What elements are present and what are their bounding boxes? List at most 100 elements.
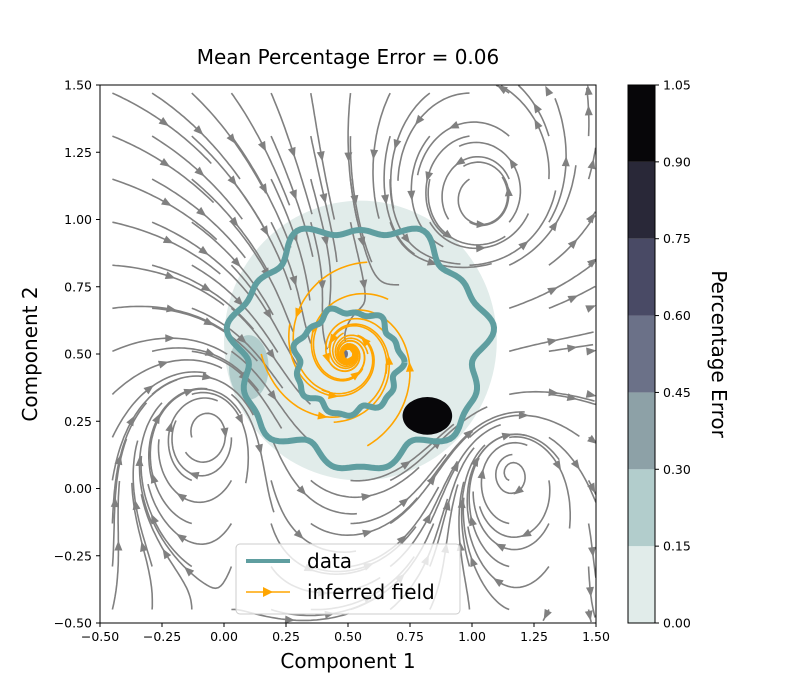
- background-streamline-arrow: [263, 308, 272, 320]
- background-streamline-arrow: [398, 497, 409, 508]
- background-streamline-arrow: [475, 244, 487, 253]
- background-streamline-arrow: [448, 120, 460, 129]
- background-streamline-arrow: [552, 459, 562, 471]
- background-streamline-arrow: [296, 485, 307, 496]
- background-streamline-arrow: [584, 105, 593, 116]
- colorbar-bins: [628, 85, 655, 623]
- legend-box: [235, 543, 461, 615]
- background-streamline-arrow: [184, 566, 195, 577]
- inferred-streamline-arrow: [405, 361, 414, 372]
- background-streamline-arrow: [140, 541, 148, 553]
- background-streamline-arrow: [361, 493, 372, 501]
- background-streamline-arrow: [415, 114, 425, 126]
- background-streamline-arrow: [584, 85, 593, 96]
- colorbar-label: Percentage Error: [707, 270, 731, 438]
- background-streamline-arrow: [584, 610, 593, 621]
- background-streamline-arrow: [533, 102, 542, 114]
- background-streamline-arrow: [344, 152, 353, 163]
- background-streamline-arrow: [442, 500, 451, 511]
- background-streamline-arrow: [587, 158, 596, 170]
- x-tick-label: 0.50: [334, 629, 362, 644]
- background-streamline-arrow: [317, 280, 326, 291]
- background-streamline-arrow: [194, 166, 205, 177]
- colorbar-tick-label: 0.00: [663, 616, 691, 631]
- background-streamline-arrow: [126, 415, 135, 427]
- background-streamline-arrow: [159, 158, 171, 167]
- background-streamline-arrow: [454, 156, 466, 166]
- background-streamline-arrow: [289, 275, 298, 287]
- x-tick-label: 1.00: [458, 629, 486, 644]
- background-streamline-arrow: [570, 459, 580, 470]
- inner-spiral: [290, 305, 408, 419]
- background-streamline-arrow: [165, 421, 174, 433]
- background-streamline-arrow: [509, 158, 519, 169]
- colorbar-frame: [627, 84, 656, 624]
- background-streamline-arrow: [585, 305, 596, 313]
- background-streamline-arrow: [543, 608, 552, 620]
- background-streamline-arrow: [193, 125, 204, 135]
- colorbar-bin: [628, 392, 655, 470]
- y-tick-label: 1.50: [64, 78, 92, 93]
- background-streamline-arrow: [188, 471, 200, 480]
- x-tick-label: −0.50: [81, 629, 119, 644]
- background-streamline-arrow: [233, 296, 244, 307]
- high-error-blob: [402, 397, 453, 435]
- background-streamline-arrow: [150, 472, 159, 484]
- background-streamline-arrow: [587, 434, 596, 444]
- x-tick-label: 0.00: [210, 629, 238, 644]
- x-tick-label: −0.25: [143, 629, 181, 644]
- background-streamline-arrow: [567, 238, 578, 249]
- background-streamline-arrow: [518, 411, 529, 420]
- colorbar-ticks: 0.00 0.15 0.30 0.45 0.60 0.75 0.90 1.05: [655, 78, 691, 631]
- colorbar-bin: [628, 238, 655, 316]
- inferred-streamline-arrow: [322, 352, 330, 364]
- background-streamline-arrow: [158, 117, 170, 127]
- background-streamline-arrow: [260, 225, 269, 236]
- background-streamline-arrow: [316, 150, 325, 162]
- x-tick-label: 0.75: [396, 629, 424, 644]
- background-streamline-arrow: [284, 615, 296, 623]
- background-streamline-arrow: [231, 257, 241, 268]
- background-streamline-arrow: [204, 348, 216, 356]
- colorbar-tick-label: 0.75: [663, 231, 691, 246]
- background-streamline-arrow: [407, 190, 416, 201]
- background-streamline-arrow: [469, 515, 477, 527]
- background-streamline-arrow: [183, 388, 195, 397]
- background-streamline-arrow: [143, 385, 154, 395]
- background-streamline-arrow: [164, 271, 176, 279]
- y-tick-label: 1.00: [64, 212, 92, 227]
- background-streamline-arrow: [547, 338, 558, 346]
- colorbar: 0.00 0.15 0.30 0.45 0.60 0.75 0.90 1.05 Percent…: [627, 78, 731, 631]
- inferred-streamline-arrow: [360, 336, 371, 347]
- background-streamline-arrow: [226, 133, 236, 144]
- legend-data-label: data: [307, 549, 352, 573]
- background-streamline-arrow: [370, 149, 379, 160]
- background-streamline-arrow: [359, 279, 368, 290]
- inferred-streamline-arrow: [317, 411, 328, 420]
- background-streamline-arrow: [521, 528, 532, 537]
- background-streamline-arrow: [588, 546, 596, 558]
- background-streamline-arrow: [566, 393, 578, 402]
- background-streamline-arrow: [422, 513, 431, 524]
- background-streamline-arrow: [425, 171, 434, 182]
- inferred-streamline-arrow: [295, 307, 303, 319]
- background-streamline-arrow: [203, 317, 215, 326]
- background-streamline-arrow: [176, 493, 188, 502]
- background-streamline-arrow: [157, 360, 169, 369]
- colorbar-bin: [628, 546, 655, 623]
- background-streamline-arrow: [293, 529, 304, 540]
- background-streamline-arrow: [426, 475, 436, 486]
- colorbar-tick-label: 1.05: [663, 78, 691, 93]
- background-streamline-arrow: [321, 235, 330, 247]
- x-tick-label: 1.25: [520, 629, 548, 644]
- x-tick-label: 0.25: [272, 629, 300, 644]
- background-streamline-arrow: [548, 220, 558, 232]
- background-streamline-arrow: [289, 189, 297, 201]
- background-streamline-arrow: [501, 432, 513, 441]
- colorbar-tick-label: 0.45: [663, 385, 691, 400]
- background-streamline-arrow: [463, 429, 474, 440]
- y-tick-label: 0.50: [64, 347, 92, 362]
- background-streamline-arrow: [257, 140, 267, 152]
- background-streamline-arrow: [534, 118, 543, 130]
- y-tick-label: 0.25: [64, 414, 92, 429]
